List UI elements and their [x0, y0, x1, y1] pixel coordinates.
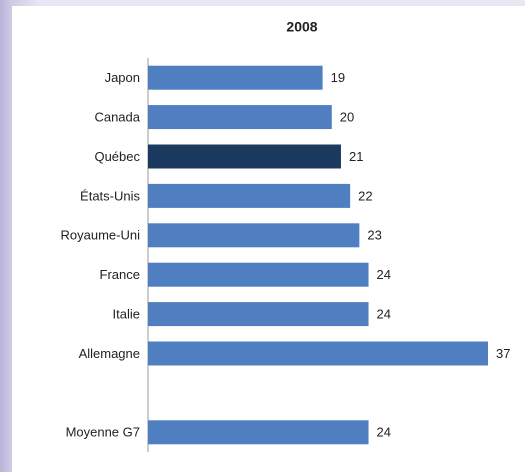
bar	[148, 420, 369, 445]
data-label: 24	[377, 307, 391, 322]
data-label: 22	[358, 188, 372, 203]
data-label: 24	[377, 425, 391, 440]
bar	[148, 144, 341, 169]
y-tick-label: Royaume-Uni	[61, 228, 141, 243]
bar	[148, 223, 360, 248]
y-tick-label: Allemagne	[79, 346, 140, 361]
data-label: 19	[331, 70, 345, 85]
y-tick-label: Canada	[94, 110, 140, 125]
y-tick-label: Québec	[94, 149, 140, 164]
y-tick-label: Japon	[105, 70, 140, 85]
y-tick-label: France	[100, 267, 140, 282]
bar	[148, 65, 323, 90]
bar	[148, 183, 351, 208]
y-tick-label: Italie	[113, 307, 140, 322]
data-label: 24	[377, 267, 391, 282]
y-tick-label: Moyenne G7	[66, 425, 140, 440]
bar	[148, 105, 332, 130]
data-label: 21	[349, 149, 363, 164]
bar	[148, 262, 369, 287]
bar	[148, 341, 488, 366]
data-label: 20	[340, 110, 354, 125]
data-label: 23	[367, 228, 381, 243]
data-label: 37	[496, 346, 510, 361]
y-tick-label: États-Unis	[80, 188, 140, 203]
chart-title: 2008	[286, 19, 317, 35]
bar	[148, 302, 369, 327]
